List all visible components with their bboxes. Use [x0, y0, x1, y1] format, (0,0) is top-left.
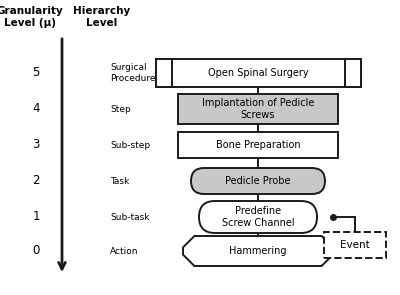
- FancyBboxPatch shape: [178, 132, 338, 158]
- FancyBboxPatch shape: [324, 232, 386, 258]
- Text: Bone Preparation: Bone Preparation: [216, 140, 300, 150]
- Text: Task: Task: [110, 176, 129, 186]
- Text: 5: 5: [32, 66, 40, 79]
- Text: Granularity
Level (μ): Granularity Level (μ): [0, 6, 63, 28]
- Polygon shape: [183, 236, 333, 266]
- FancyBboxPatch shape: [178, 94, 338, 124]
- FancyBboxPatch shape: [191, 168, 325, 194]
- Text: Surgical
Procedure: Surgical Procedure: [110, 63, 156, 83]
- Text: Sub-task: Sub-task: [110, 212, 150, 222]
- Text: 3: 3: [32, 138, 40, 152]
- Text: Event: Event: [340, 240, 370, 250]
- Text: Sub-step: Sub-step: [110, 140, 150, 150]
- FancyBboxPatch shape: [344, 59, 360, 87]
- Text: Hierarchy
Level: Hierarchy Level: [73, 6, 131, 28]
- Text: Open Spinal Surgery: Open Spinal Surgery: [208, 68, 308, 78]
- Text: Pedicle Probe: Pedicle Probe: [225, 176, 291, 186]
- Text: Predefine
Screw Channel: Predefine Screw Channel: [222, 206, 294, 228]
- Text: Step: Step: [110, 104, 131, 114]
- Text: Hammering: Hammering: [229, 246, 287, 256]
- FancyBboxPatch shape: [199, 201, 317, 233]
- Text: Implantation of Pedicle
Screws: Implantation of Pedicle Screws: [202, 98, 314, 120]
- Text: 0: 0: [32, 245, 40, 258]
- FancyBboxPatch shape: [156, 59, 360, 87]
- Text: Action: Action: [110, 247, 138, 255]
- Text: 2: 2: [32, 175, 40, 188]
- FancyBboxPatch shape: [156, 59, 172, 87]
- Text: 4: 4: [32, 102, 40, 116]
- Text: 1: 1: [32, 211, 40, 224]
